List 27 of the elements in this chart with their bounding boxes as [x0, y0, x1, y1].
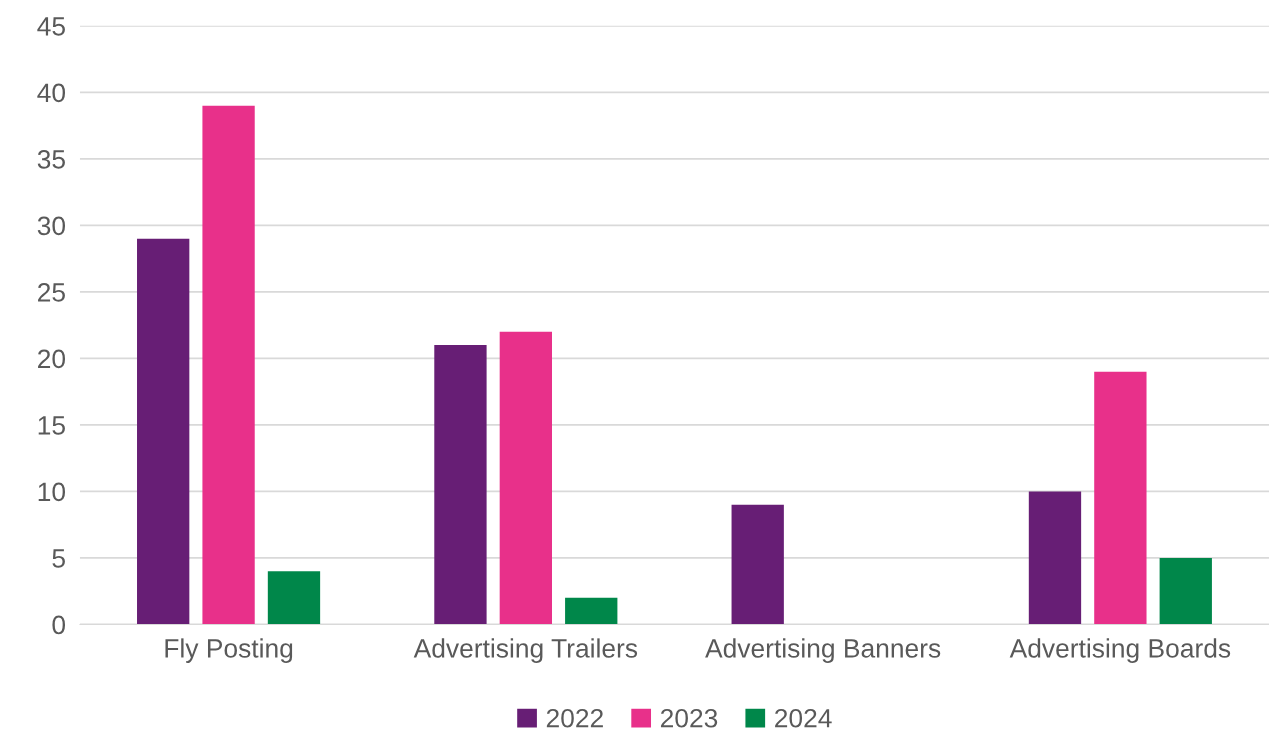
bar: [731, 504, 784, 625]
bar: [565, 597, 618, 625]
legend-label: 2022: [546, 708, 603, 728]
bar: [434, 345, 487, 625]
y-tick-label: 45: [37, 17, 65, 36]
y-tick-label: 40: [37, 83, 66, 103]
y-tick-label: 35: [37, 150, 65, 169]
x-tick-label: Advertising Boards: [1009, 638, 1231, 663]
x-tick-label: Advertising Trailers: [413, 638, 638, 663]
legend-label: 2023: [660, 708, 718, 728]
bar: [1159, 557, 1212, 625]
y-tick-label: 20: [38, 349, 66, 369]
y-tick-label: 0: [52, 615, 66, 635]
y-tick-label: 5: [52, 549, 65, 568]
bar: [1094, 371, 1147, 625]
bar: [202, 105, 255, 625]
bar: [137, 238, 190, 625]
x-tick-label: Fly Posting: [165, 638, 293, 663]
y-tick-label: 10: [38, 482, 66, 502]
x-tick-label: Advertising Banners: [705, 638, 941, 663]
y-tick-label: 30: [37, 216, 66, 236]
bar: [1028, 491, 1082, 625]
y-tick-label: 15: [38, 416, 65, 435]
bar: [267, 571, 321, 625]
y-tick-label: 25: [38, 283, 65, 302]
bar: [499, 331, 552, 625]
legend-label: 2024: [775, 708, 832, 728]
